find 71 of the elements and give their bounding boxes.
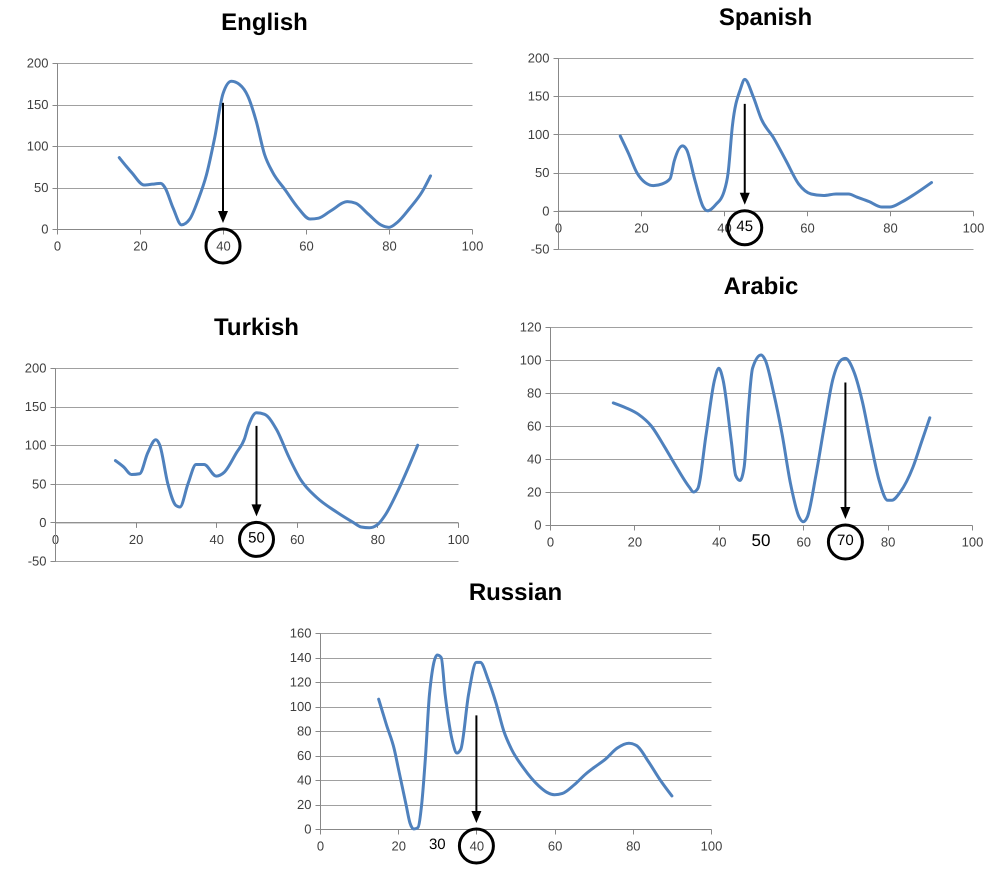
x-tick-label: 20	[391, 838, 406, 854]
x-tick-label: 100	[962, 534, 984, 550]
chart-title: Arabic	[724, 273, 798, 300]
x-tick-label: 80	[382, 238, 397, 254]
y-tick-label: 140	[290, 650, 312, 665]
x-tick-label: 40	[470, 838, 484, 854]
y-tick-label: 0	[534, 518, 542, 532]
y-tick-label: 20	[527, 484, 542, 500]
y-tick-label: -50	[530, 242, 550, 256]
y-tick-label: 0	[304, 822, 312, 836]
y-tick-label: 200	[24, 360, 46, 376]
x-tick-label: 100	[962, 220, 984, 236]
y-tick-label: 100	[528, 126, 550, 142]
x-tick-label: 60	[800, 220, 815, 236]
x-tick-label: 60	[796, 534, 811, 550]
y-tick-label: 200	[528, 50, 550, 66]
x-tick-label: 80	[883, 220, 898, 236]
chart-title: Russian	[468, 579, 562, 606]
y-tick-label: 160	[290, 626, 312, 640]
y-tick-label: 150	[528, 88, 550, 104]
annotation: 45	[736, 218, 754, 235]
y-tick-label: 60	[527, 418, 542, 434]
x-tick-label: 20	[133, 238, 148, 254]
x-tick-label: 40	[209, 532, 224, 547]
y-tick-label: 60	[297, 748, 312, 763]
text: 30	[428, 836, 446, 853]
x-tick-label: 100	[448, 532, 470, 547]
y-tick-label: 100	[26, 138, 48, 154]
x-tick-label: 20	[128, 532, 144, 547]
y-tick-label: 150	[24, 399, 46, 414]
y-tick-label: 80	[297, 724, 312, 738]
x-tick-label: 20	[634, 220, 649, 236]
chart-title: Spanish	[718, 4, 812, 31]
line-series	[612, 354, 932, 524]
chart-title: Turkish	[214, 314, 299, 341]
y-tick-label: 40	[527, 452, 542, 466]
y-tick-label: 150	[26, 97, 48, 112]
x-tick-label: 20	[628, 534, 642, 550]
x-tick-label: 40	[216, 238, 231, 254]
y-tick-label: 100	[290, 699, 312, 714]
x-tick-label: 80	[880, 534, 896, 550]
line-series	[618, 78, 933, 212]
y-tick-label: -50	[28, 554, 46, 568]
y-tick-label: 120	[520, 320, 542, 334]
y-tick-label: 0	[542, 203, 550, 218]
y-tick-label: 50	[535, 165, 550, 180]
x-tick-label: 100	[700, 838, 722, 854]
y-tick-label: 0	[39, 514, 46, 530]
annotation: 50	[248, 529, 265, 546]
line-series	[114, 411, 420, 530]
x-tick-label: 100	[462, 238, 484, 254]
y-tick-label: 50	[32, 476, 46, 492]
x-tick-label: 60	[548, 838, 562, 854]
y-tick-label: 50	[34, 180, 48, 195]
line-series	[118, 80, 432, 229]
y-tick-label: 200	[26, 56, 48, 70]
y-tick-label: 100	[520, 352, 542, 368]
y-tick-label: 40	[297, 772, 312, 788]
x-tick-label: 40	[712, 534, 727, 550]
y-tick-label: 100	[24, 438, 46, 453]
text: 70	[837, 532, 854, 549]
y-tick-label: 20	[297, 797, 312, 812]
x-tick-label: 0	[54, 238, 62, 254]
x-tick-label: 80	[626, 838, 641, 854]
x-tick-label: 0	[316, 838, 324, 854]
y-tick-label: 120	[290, 674, 312, 690]
line-series	[377, 654, 674, 830]
x-tick-label: 80	[370, 532, 386, 547]
chart-title: English	[221, 9, 308, 36]
y-tick-label: 80	[527, 386, 542, 400]
text: 50	[752, 531, 770, 550]
